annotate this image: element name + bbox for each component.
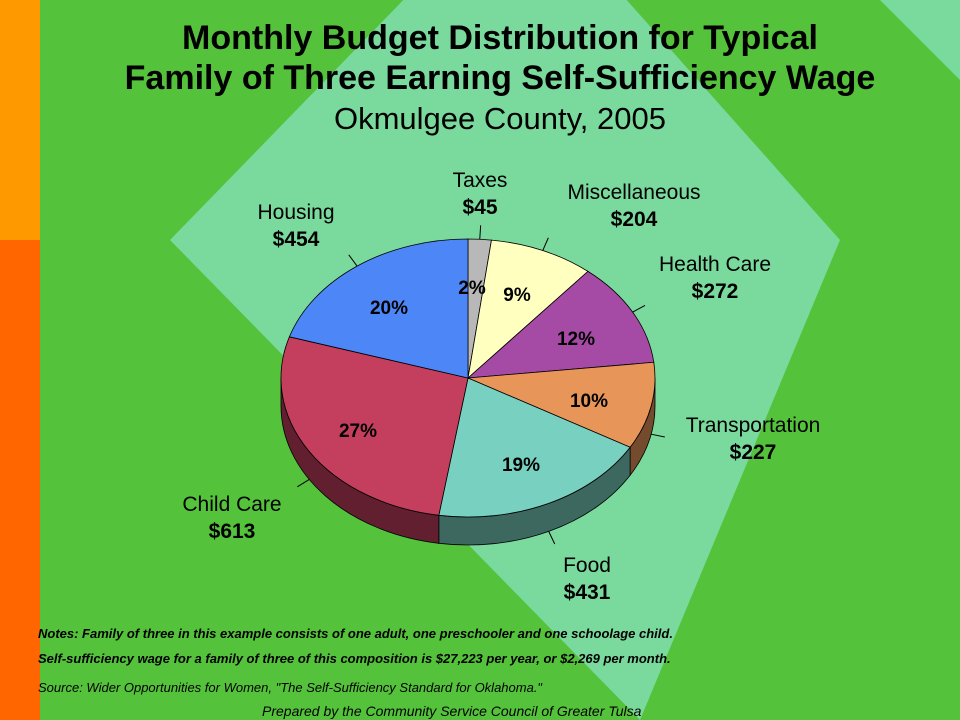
leader-line-child-care — [297, 479, 310, 488]
notes-line2: Self-sufficiency wage for a family of th… — [38, 651, 671, 666]
slice-percent-label: 10% — [570, 391, 608, 412]
chart-subtitle: Okmulgee County, 2005 — [333, 101, 666, 136]
notes-line1: Notes: Family of three in this example c… — [38, 626, 673, 641]
left-band-top — [0, 0, 40, 240]
leader-line-food — [548, 531, 556, 545]
slice-name-label: Miscellaneous — [567, 181, 700, 204]
pie-slice-transportation — [467, 361, 656, 448]
leader-line-transportation — [651, 433, 665, 438]
leader-line-health-care — [632, 305, 646, 313]
slice-name-label: Food — [563, 554, 611, 577]
slice-percent-label: 20% — [370, 298, 408, 319]
chart-title-line1: Monthly Budget Distribution for Typical — [182, 19, 818, 57]
slice-percent-label: 27% — [339, 421, 377, 442]
slice-value-label: $272 — [692, 280, 739, 303]
slice-value-label: $431 — [564, 581, 611, 604]
leader-line-miscellaneous — [542, 237, 549, 251]
slice-name-label: Health Care — [659, 253, 771, 276]
pie-slice-housing — [288, 238, 469, 379]
pie-leader-lines — [297, 225, 665, 545]
slice-percent-label: 2% — [458, 278, 486, 299]
pie-slice-child-care — [280, 336, 469, 516]
slice-percent-label: 12% — [557, 329, 595, 350]
background-corner — [880, 0, 960, 80]
pie-slices — [280, 238, 656, 518]
left-band-bottom — [0, 240, 40, 720]
slice-name-label: Housing — [257, 201, 334, 224]
slice-value-label: $613 — [209, 520, 256, 543]
leader-line-housing — [348, 254, 358, 267]
slice-value-label: $227 — [730, 441, 777, 464]
prepared-by: Prepared by the Community Service Counci… — [262, 703, 642, 719]
slice-name-label: Child Care — [182, 493, 281, 516]
pie-slice-food — [438, 377, 631, 518]
slice-name-label: Transportation — [686, 414, 821, 437]
slice-name-label: Taxes — [453, 169, 508, 192]
slice-percent-label: 9% — [503, 285, 531, 306]
slice-value-label: $454 — [273, 228, 320, 251]
slice-value-label: $204 — [611, 208, 658, 231]
slice-value-label: $45 — [462, 196, 497, 219]
pie-slice-health-care — [466, 270, 655, 379]
source-note: Source: Wider Opportunities for Women, "… — [38, 680, 543, 695]
slice-percent-label: 19% — [502, 455, 540, 476]
pie-labels: Taxes $45 2% Miscellaneous $204 9% Health Care… — [182, 169, 820, 604]
leader-line-taxes — [479, 225, 482, 240]
chart-title-line2: Family of Three Earning Self-Sufficiency… — [124, 59, 876, 97]
